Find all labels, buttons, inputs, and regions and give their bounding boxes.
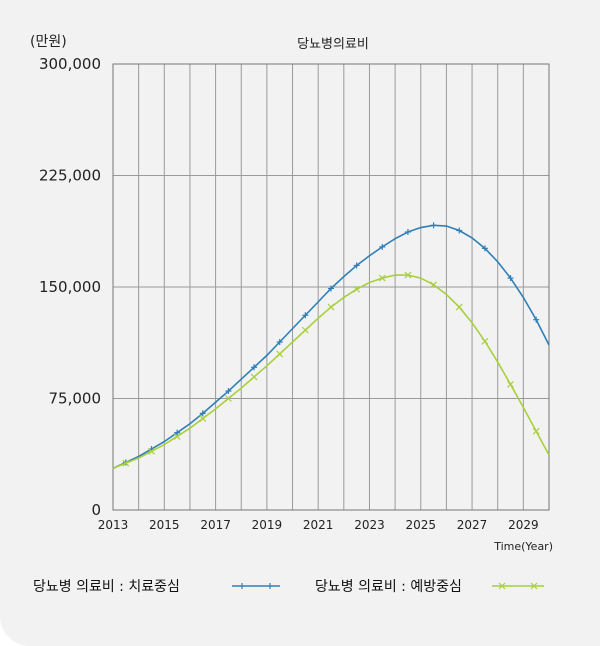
legend-item-1: 당뇨병 의료비 : 치료중심: [33, 579, 280, 595]
y-tick-label: 0: [91, 501, 101, 519]
x-tick-label: 2021: [303, 518, 334, 532]
x-tick-label: 2015: [149, 518, 180, 532]
series-line: [112, 224, 550, 470]
plot-frame: [112, 63, 550, 511]
data-point: [174, 429, 181, 436]
x-tick-label: 2025: [405, 518, 436, 532]
legend-item-2: 당뇨병 의료비 : 예방중심: [315, 579, 544, 595]
data-point: [122, 459, 130, 467]
series-1: [112, 222, 550, 470]
legend-label: 당뇨병 의료비 : 예방중심: [315, 579, 462, 595]
y-axis-unit-label: (만원): [30, 34, 67, 50]
data-point: [532, 427, 540, 435]
data-point: [302, 312, 309, 319]
x-tick-label: 2017: [200, 518, 231, 532]
data-point: [378, 274, 386, 282]
data-point: [455, 303, 463, 311]
x-tick-label: 2019: [252, 518, 283, 532]
data-point: [430, 281, 438, 289]
legend: 당뇨병 의료비 : 치료중심 당뇨병 의료비 : 예방중심: [33, 579, 544, 595]
data-point: [404, 271, 412, 279]
y-tick-label: 225,000: [39, 167, 101, 185]
data-point: [379, 243, 386, 250]
data-point: [173, 432, 181, 440]
data-point: [224, 395, 232, 402]
legend-label: 당뇨병 의료비 : 치료중심: [33, 579, 180, 595]
data-point: [430, 222, 437, 229]
data-point: [250, 373, 258, 381]
x-tick-label: 2013: [98, 518, 129, 532]
series-line: [112, 274, 550, 470]
x-axis-label: Time(Year): [493, 540, 553, 553]
data-point: [199, 410, 206, 417]
data-point: [507, 275, 514, 282]
data-point: [251, 364, 258, 371]
chart-title: 당뇨병의료비: [297, 37, 369, 52]
data-point: [276, 350, 284, 358]
x-tick-label: 2029: [508, 518, 539, 532]
plot-border: [112, 63, 550, 511]
data-point: [148, 447, 155, 455]
data-point: [199, 415, 207, 422]
x-tick-label: 2023: [354, 518, 385, 532]
series-2: [112, 271, 550, 470]
y-tick-label: 300,000: [39, 55, 101, 73]
series-group: [112, 222, 550, 470]
y-tick-label: 150,000: [39, 278, 101, 296]
data-point: [481, 337, 489, 345]
x-tick-label: 2027: [457, 518, 488, 532]
data-point: [353, 262, 360, 269]
data-point: [327, 303, 335, 311]
y-tick-label: 75,000: [49, 390, 102, 408]
data-point: [507, 380, 514, 388]
y-tick-labels: 0 75,000 150,000 225,000 300,000: [39, 55, 101, 519]
data-point: [533, 316, 540, 323]
data-point: [353, 285, 361, 293]
data-point: [456, 227, 463, 234]
data-point: [328, 285, 334, 292]
data-point: [225, 388, 232, 395]
data-point: [404, 228, 411, 235]
data-point: [481, 245, 488, 252]
data-point: [301, 326, 309, 334]
x-tick-labels: 2013 2015 2017 2019 2021 2023 2025 2027 2029: [98, 518, 539, 532]
data-point: [276, 339, 283, 346]
